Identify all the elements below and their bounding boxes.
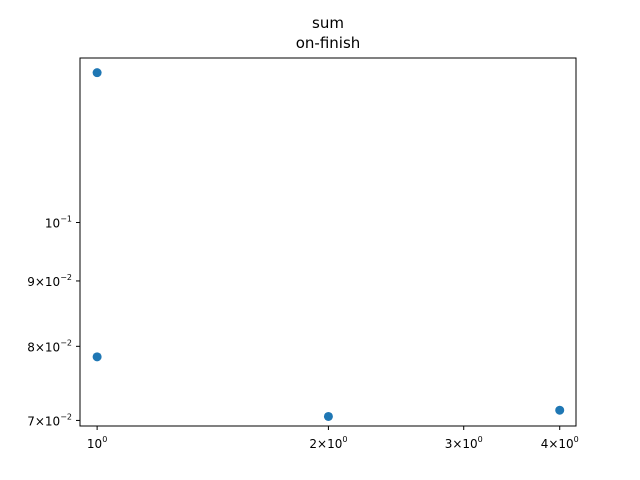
chart-subtitle: on-finish	[296, 34, 361, 52]
x-tick-label-exponent: 0	[342, 435, 347, 444]
x-tick-label: 2×100	[309, 435, 347, 451]
data-points	[92, 68, 565, 421]
y-tick-label-base: 9×10	[27, 275, 60, 289]
chart-title: sum	[312, 14, 344, 32]
y-tick-label: 10−1	[45, 214, 72, 230]
data-point	[92, 68, 102, 78]
y-tick-label: 7×10−2	[27, 412, 72, 428]
x-tick-label-exponent: 0	[574, 435, 579, 444]
y-tick-label-base: 8×10	[27, 340, 60, 354]
x-tick-label-base: 3×10	[445, 437, 478, 451]
y-tick-label-base: 7×10	[27, 414, 60, 428]
y-tick-label-exponent: −1	[60, 214, 72, 223]
x-tick-label: 4×100	[541, 435, 579, 451]
y-tick-label: 9×10−2	[27, 273, 72, 289]
y-tick-label-base: 10	[45, 216, 60, 230]
x-tick-label-base: 4×10	[541, 437, 574, 451]
plot-area	[79, 57, 577, 427]
x-tick-label-base: 10	[87, 437, 102, 451]
y-tick-label-exponent: −2	[60, 412, 72, 421]
x-tick-label-base: 2×10	[309, 437, 342, 451]
y-axis: 7×10−28×10−29×10−210−1	[27, 214, 80, 428]
y-tick-label: 8×10−2	[27, 338, 72, 354]
x-tick-label-exponent: 0	[102, 435, 107, 444]
x-tick-label: 100	[87, 435, 107, 451]
data-point	[323, 411, 333, 421]
y-tick-label-exponent: −2	[60, 273, 72, 282]
x-axis: 100 2×100 3×100 4×100	[87, 426, 579, 451]
data-point	[555, 405, 565, 415]
y-tick-label-exponent: −2	[60, 338, 72, 347]
data-point	[92, 352, 102, 362]
x-tick-label-exponent: 0	[478, 435, 483, 444]
x-tick-label: 3×100	[445, 435, 483, 451]
